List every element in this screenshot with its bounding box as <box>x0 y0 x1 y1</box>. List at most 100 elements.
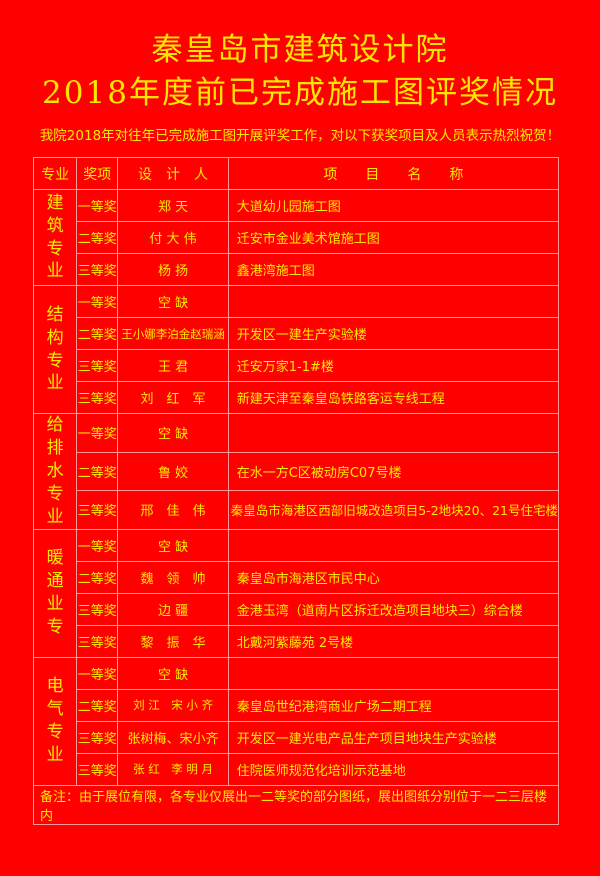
major-label-char: 气 <box>46 699 64 720</box>
note-text: 备注：由于展位有限，各专业仅展出一二等奖的部分图纸，展出图纸分别位于一二三层楼内 <box>33 784 559 825</box>
designer-cell: 付 大 伟 <box>117 221 229 254</box>
intro-text: 我院2018年对往年已完成施工图开展评奖工作，对以下获奖项目及人员表示热烈祝贺！ <box>39 128 561 144</box>
table-row: 三等奖黎 振 华北戴河紫藤苑 2号楼 <box>34 624 560 658</box>
designer-cell: 边 疆 <box>117 592 229 626</box>
major-label-char: 专 <box>46 238 64 259</box>
table-row: 二等奖 王小娜李泊金赵瑞涵 开发区一建生产实验楼 <box>34 317 560 350</box>
project-cell: 鑫港湾施工图 <box>227 253 560 286</box>
major-label-char: 业 <box>46 261 64 282</box>
page-title: 秦皇岛市建筑设计院 <box>151 32 449 68</box>
project-cell: 秦皇岛市海港区市民中心 <box>227 560 560 594</box>
table-row: 三等奖边 疆金港玉湾（道南片区拆迁改造项目地块三）综合楼 <box>34 592 560 626</box>
award-cell: 三等奖 <box>76 624 119 658</box>
major-label-char: 给 <box>46 415 64 435</box>
table-header-row: 专业 奖项 设 计 人 项 目 名 称 <box>32 157 560 190</box>
major-label-char: 专 <box>46 617 64 638</box>
major-label-char: 专 <box>46 483 64 504</box>
designer-cell: 空 缺 <box>117 656 229 690</box>
table-row: 二等奖刘 江 宋 小 齐秦皇岛世纪港湾商业广场二期工程 <box>34 688 560 722</box>
award-cell: 一等奖 <box>76 285 119 318</box>
project-cell <box>227 656 560 690</box>
project-cell: 住院医师规范化培训示范基地 <box>227 752 560 786</box>
table-row: 二等奖付 大 伟迁安市金业美术馆施工图 <box>34 221 560 254</box>
table-row: 暖通业专一等奖空 缺 <box>32 528 560 658</box>
award-cell: 三等奖 <box>76 720 119 754</box>
award-cell: 一等奖 <box>76 528 119 562</box>
award-cell: 三等奖 <box>76 253 119 286</box>
header-award: 奖项 <box>76 157 119 190</box>
major-label: 结构专业 <box>32 285 78 414</box>
project-cell <box>227 528 560 562</box>
major-label-char: 业 <box>46 745 64 766</box>
major-label-char: 暖 <box>46 548 64 569</box>
major-label-char: 专 <box>46 350 64 371</box>
award-cell: 二等奖 <box>76 221 119 254</box>
table-row: 二等奖鲁 姣在水一方C区被动房C07号楼 <box>34 451 560 492</box>
project-cell: 秦皇岛市海港区西部旧城改造项目5-2地块20、21号住宅楼 <box>227 490 560 530</box>
designer-cell: 黎 振 华 <box>117 624 229 658</box>
major-label-char: 构 <box>46 327 64 348</box>
designer-cell: 张 红 李 明 月 <box>117 752 229 786</box>
award-cell: 二等奖 <box>76 560 119 594</box>
award-cell: 一等奖 <box>76 656 119 690</box>
award-cell: 三等奖 <box>76 381 119 414</box>
header-designer: 设 计 人 <box>117 157 229 190</box>
major-label-char: 电 <box>46 676 64 697</box>
designer-cell: 王 君 <box>117 349 229 382</box>
designer-cell: 空 缺 <box>117 413 229 453</box>
project-cell: 金港玉湾（道南片区拆迁改造项目地块三）综合楼 <box>227 592 560 626</box>
project-cell <box>227 413 560 453</box>
designer-cell: 邢 佳 伟 <box>117 490 229 530</box>
page-subtitle-title: 2018年度前已完成施工图评奖情况 <box>42 75 558 111</box>
major-label-char: 专 <box>46 722 64 743</box>
award-cell: 三等奖 <box>76 752 119 786</box>
major-label-char: 业 <box>46 373 64 394</box>
project-cell <box>227 285 560 318</box>
designer-cell: 张树梅、宋小齐 <box>117 720 229 754</box>
award-cell: 一等奖 <box>76 189 119 222</box>
project-cell: 新建天津至秦皇岛铁路客运专线工程 <box>227 381 560 414</box>
major-label: 建筑专业 <box>32 189 78 286</box>
award-cell: 二等奖 <box>76 317 119 350</box>
project-cell: 迁安万家1-1#楼 <box>227 349 560 382</box>
designer-cell: 郑 天 <box>117 189 229 222</box>
table-row: 三等奖张 红 李 明 月住院医师规范化培训示范基地 <box>34 752 560 786</box>
major-label-char: 业 <box>46 506 64 527</box>
project-cell: 迁安市金业美术馆施工图 <box>227 221 560 254</box>
project-cell: 秦皇岛世纪港湾商业广场二期工程 <box>227 688 560 722</box>
award-cell: 一等奖 <box>76 413 119 453</box>
project-cell: 开发区一建光电产品生产项目地块生产实验楼 <box>227 720 560 754</box>
table-row: 三等奖邢 佳 伟秦皇岛市海港区西部旧城改造项目5-2地块20、21号住宅楼 <box>34 490 560 530</box>
major-label: 暖通业专 <box>32 528 78 658</box>
major-label-char: 通 <box>46 571 64 592</box>
award-cell: 三等奖 <box>76 592 119 626</box>
header-major: 专业 <box>32 157 78 190</box>
designer-cell: 鲁 姣 <box>117 451 229 492</box>
table-row: 建筑专业一等奖郑 天大道幼儿园施工图 <box>32 189 560 286</box>
designer-cell: 刘 红 军 <box>117 381 229 414</box>
project-cell: 开发区一建生产实验楼 <box>227 317 560 350</box>
designer-cell: 刘 江 宋 小 齐 <box>117 688 229 722</box>
major-label: 给排水专业 <box>32 413 78 530</box>
designer-cell: 杨 扬 <box>117 253 229 286</box>
major-label: 电气专业 <box>32 656 78 786</box>
table-row: 三等奖 张树梅、宋小齐 开发区一建光电产品生产项目地块生产实验楼 <box>34 720 560 754</box>
table-row: 三等奖刘 红 军新建天津至秦皇岛铁路客运专线工程 <box>34 381 560 414</box>
table-row: 三等奖杨 扬鑫港湾施工图 <box>34 253 560 286</box>
major-label-char: 业 <box>46 594 64 615</box>
project-cell: 大道幼儿园施工图 <box>227 189 560 222</box>
table-row: 电气专业一等奖空 缺 <box>32 656 560 786</box>
major-label-char: 筑 <box>46 215 64 236</box>
table-row: 三等奖王 君迁安万家1-1#楼 <box>34 349 560 382</box>
project-cell: 在水一方C区被动房C07号楼 <box>227 451 560 492</box>
award-cell: 三等奖 <box>76 349 119 382</box>
table-row: 结构专业一等奖空 缺 <box>32 285 560 414</box>
designer-cell: 魏 领 帅 <box>117 560 229 594</box>
award-cell: 二等奖 <box>76 688 119 722</box>
awards-table: 专业 奖项 设 计 人 项 目 名 称 建筑专业一等奖郑 天大道幼儿园施工图 二等… <box>32 157 560 825</box>
major-label-char: 结 <box>46 304 64 325</box>
designer-cell: 空 缺 <box>117 285 229 318</box>
header-project: 项 目 名 称 <box>227 157 560 190</box>
project-cell: 北戴河紫藤苑 2号楼 <box>227 624 560 658</box>
designer-cell: 王小娜李泊金赵瑞涵 <box>117 317 229 350</box>
